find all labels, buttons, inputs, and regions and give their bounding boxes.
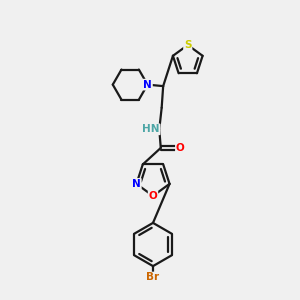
Text: N: N — [143, 80, 152, 90]
Text: O: O — [176, 143, 184, 153]
Text: O: O — [148, 191, 158, 201]
Text: HN: HN — [142, 124, 160, 134]
Text: N: N — [132, 179, 141, 189]
Text: Br: Br — [146, 272, 160, 283]
Text: S: S — [184, 40, 191, 50]
